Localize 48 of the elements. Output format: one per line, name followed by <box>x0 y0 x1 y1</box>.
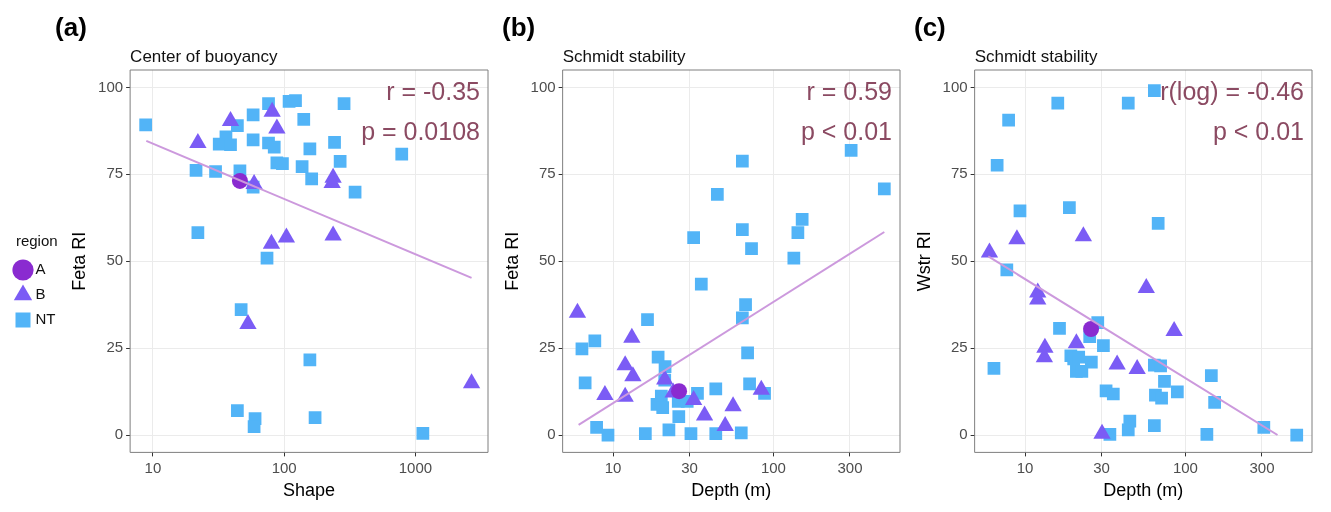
y-axis-title: Feta RI <box>501 231 522 291</box>
text: (b) <box>502 12 536 42</box>
chart-title: Center of buoyancy <box>130 47 279 66</box>
chart-title: Schmidt stability <box>974 47 1098 66</box>
x-tick-label: 30 <box>1093 458 1110 476</box>
y-tick-label: 50 <box>950 251 968 269</box>
y-tick-label: 100 <box>530 77 556 95</box>
y-tick-label: 25 <box>538 338 556 356</box>
x-tick-label: 10 <box>1016 458 1034 476</box>
x-tick-label: 1000 <box>398 458 433 476</box>
x-tick-label: 100 <box>271 458 297 476</box>
annotation: p = 0.0108 <box>361 117 480 145</box>
x-tick-label: 100 <box>1172 458 1198 476</box>
y-axis-title: Feta RI <box>69 231 90 291</box>
x-tick-label: 100 <box>760 458 786 476</box>
y-tick-label: 75 <box>106 164 124 182</box>
y-tick-label: 0 <box>114 425 124 443</box>
y-tick-label: 0 <box>547 425 556 443</box>
annotation: r = 0.59 <box>806 77 892 105</box>
y-tick-label: 100 <box>98 77 124 95</box>
legend-title: region <box>15 232 58 250</box>
x-tick-label: 30 <box>681 458 698 476</box>
x-axis-title: Depth (m) <box>691 480 772 501</box>
annotation: r = -0.35 <box>386 77 480 105</box>
x-tick-label: 300 <box>837 458 863 476</box>
text: (c) <box>914 12 946 42</box>
annotation: p < 0.01 <box>800 117 892 145</box>
y-tick-label: 75 <box>538 164 556 182</box>
annotation: p < 0.01 <box>1212 117 1304 145</box>
x-tick-label: 10 <box>604 458 622 476</box>
x-axis-title: Shape <box>283 480 336 501</box>
x-tick-label: 10 <box>144 458 162 476</box>
legend-label: A <box>35 260 46 278</box>
y-tick-label: 0 <box>959 425 968 443</box>
y-axis-title: Wstr RI <box>913 231 934 292</box>
y-tick-label: 50 <box>538 251 556 269</box>
y-tick-label: 25 <box>106 338 124 356</box>
chart-title: Schmidt stability <box>562 47 686 66</box>
legend-label: B <box>35 285 46 303</box>
x-tick-label: 300 <box>1249 458 1275 476</box>
annotation: r(log) = -0.46 <box>1160 77 1304 105</box>
y-tick-label: 100 <box>942 77 968 95</box>
y-tick-label: 50 <box>106 251 124 269</box>
y-tick-label: 75 <box>950 164 968 182</box>
y-tick-label: 25 <box>950 338 968 356</box>
x-axis-title: Depth (m) <box>1103 480 1184 501</box>
text: (a) <box>55 12 87 42</box>
legend-label: NT <box>35 310 56 328</box>
